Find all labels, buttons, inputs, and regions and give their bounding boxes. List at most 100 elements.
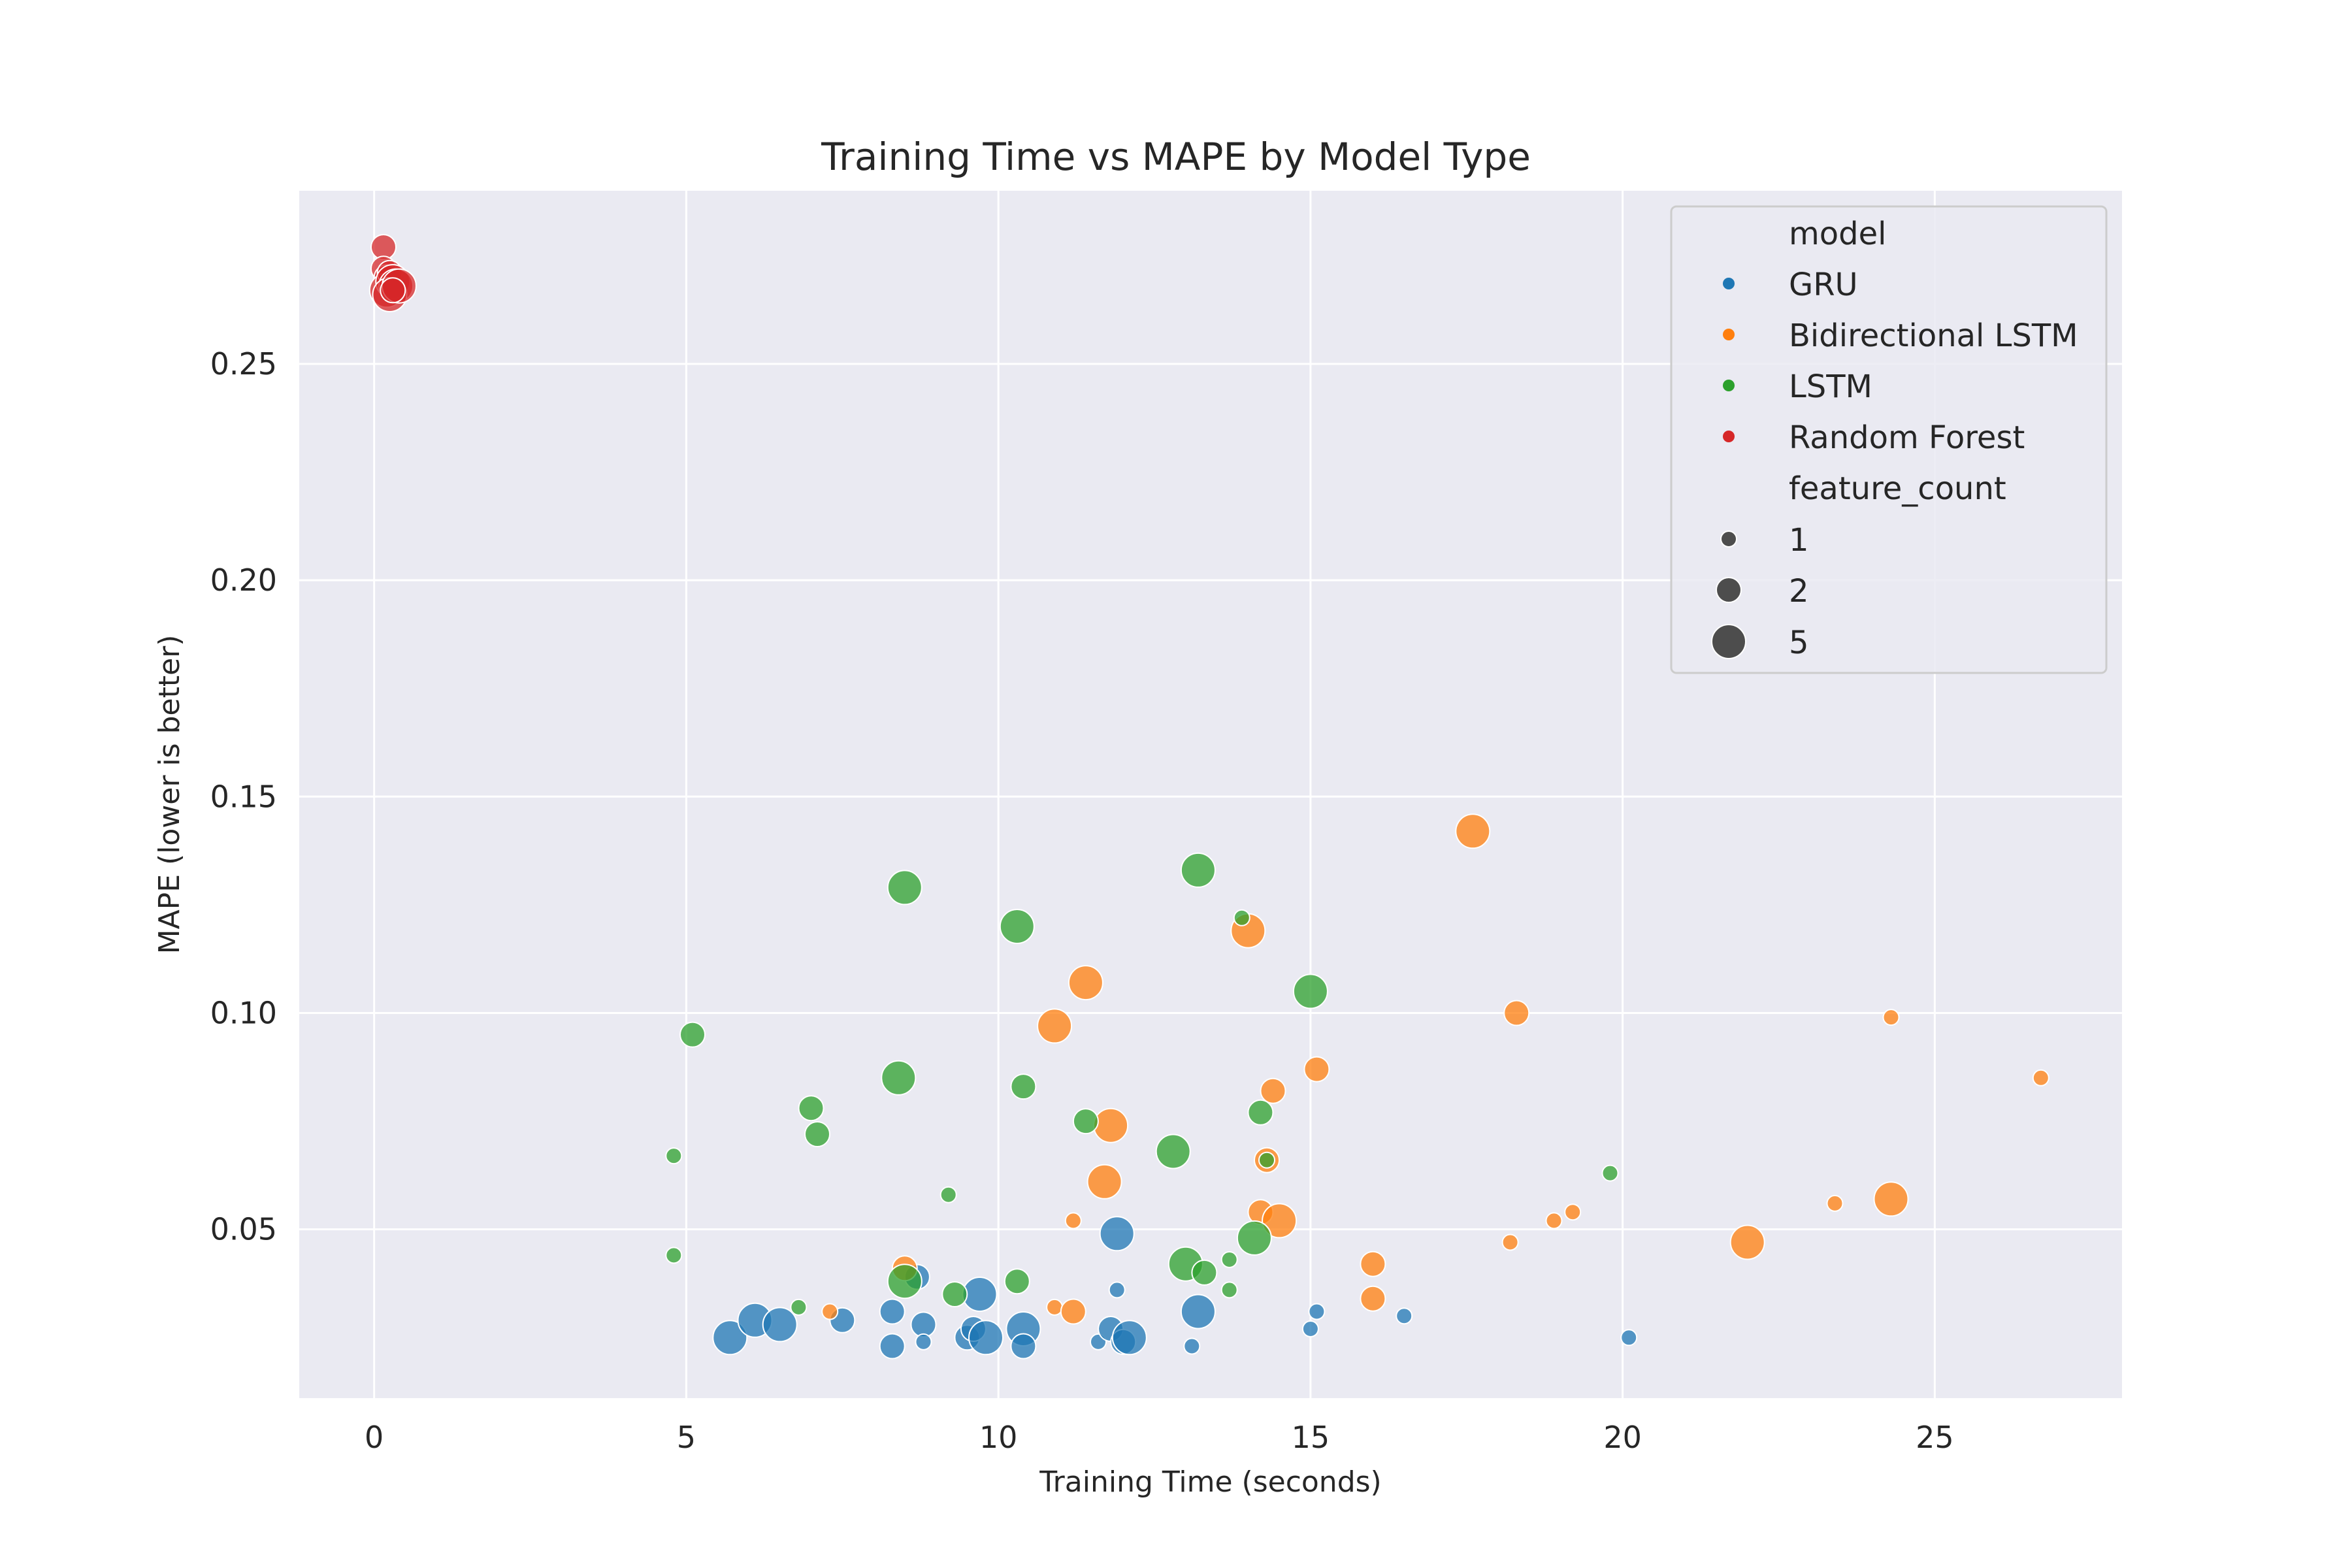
y-tick-label: 0.05 <box>210 1212 277 1247</box>
point-lstm <box>1233 909 1250 926</box>
legend-marker-gru <box>1723 278 1735 289</box>
point-lstm <box>881 1060 917 1096</box>
point-bidirectional-lstm <box>1064 1212 1082 1230</box>
legend-hue-title: model <box>1789 216 1886 252</box>
legend-size-title: feature_count <box>1789 470 2006 507</box>
x-tick-label: 0 <box>365 1420 384 1455</box>
point-bidirectional-lstm <box>1503 1000 1530 1026</box>
point-bidirectional-lstm <box>2032 1069 2050 1086</box>
point-lstm <box>887 870 923 906</box>
point-lstm <box>665 1247 683 1264</box>
point-bidirectional-lstm <box>1564 1203 1582 1221</box>
point-gru <box>762 1307 798 1343</box>
x-tick-label: 25 <box>1916 1420 1954 1455</box>
legend-size-label-2: 2 <box>1789 573 1809 610</box>
point-gru <box>1111 1320 1147 1356</box>
point-bidirectional-lstm <box>1046 1298 1064 1316</box>
point-bidirectional-lstm <box>1501 1233 1519 1251</box>
point-lstm <box>1155 1134 1191 1169</box>
point-lstm <box>1004 1268 1030 1295</box>
y-tick-label: 0.15 <box>210 779 277 814</box>
x-tick-label: 5 <box>677 1420 696 1455</box>
y-tick-label: 0.25 <box>210 346 277 382</box>
y-tick-label: 0.20 <box>210 563 277 598</box>
x-axis-label: Training Time (seconds) <box>1039 1465 1381 1499</box>
point-lstm <box>887 1264 923 1299</box>
point-bidirectional-lstm <box>1060 1298 1086 1325</box>
point-lstm <box>1258 1151 1275 1169</box>
legend-label-bidirectional-lstm: Bidirectional LSTM <box>1789 318 2078 354</box>
point-bidirectional-lstm <box>1882 1009 1900 1026</box>
legend-size-label-5: 5 <box>1789 625 1809 661</box>
legend-size-marker-5 <box>1711 624 1746 659</box>
point-bidirectional-lstm <box>1545 1212 1563 1230</box>
tick-labels: 0 5 10 15 20 250.050.100.150.200.25 <box>210 346 1954 1455</box>
point-gru <box>1180 1294 1216 1330</box>
point-lstm <box>1247 1099 1274 1126</box>
point-lstm <box>1010 1073 1037 1100</box>
point-lstm <box>1601 1164 1619 1182</box>
legend-size-label-1: 1 <box>1789 522 1809 559</box>
point-lstm <box>941 1281 968 1307</box>
point-gru <box>910 1311 937 1338</box>
y-axis-label: MAPE (lower is better) <box>153 635 186 955</box>
point-lstm <box>679 1021 706 1048</box>
point-gru <box>1620 1329 1638 1347</box>
point-lstm <box>999 909 1035 944</box>
point-bidirectional-lstm <box>1360 1250 1386 1277</box>
legend-box <box>1670 205 2108 674</box>
point-lstm <box>665 1147 683 1165</box>
legend-size-marker-2 <box>1716 577 1742 603</box>
point-gru <box>1396 1307 1413 1325</box>
point-gru <box>712 1320 748 1356</box>
point-lstm <box>1180 852 1216 888</box>
point-lstm <box>1191 1259 1218 1286</box>
point-gru <box>1183 1337 1201 1355</box>
x-tick-label: 20 <box>1603 1420 1642 1455</box>
point-lstm <box>1236 1220 1272 1256</box>
point-gru <box>915 1333 932 1350</box>
legend-label-lstm: LSTM <box>1789 368 1872 405</box>
point-gru <box>1301 1320 1319 1337</box>
point-bidirectional-lstm <box>1455 813 1491 849</box>
point-bidirectional-lstm <box>1873 1181 1909 1217</box>
legend-label-random-forest: Random Forest <box>1789 419 2025 456</box>
point-gru <box>968 1320 1004 1356</box>
point-lstm <box>798 1095 825 1122</box>
data-points <box>368 234 2050 1360</box>
point-lstm <box>1292 973 1328 1009</box>
point-lstm <box>1220 1251 1238 1268</box>
point-lstm <box>939 1186 957 1203</box>
point-bidirectional-lstm <box>821 1303 839 1320</box>
point-lstm <box>1072 1108 1099 1135</box>
legend-marker-random-forest <box>1723 431 1735 442</box>
legend-size-marker-1 <box>1720 531 1737 547</box>
legend-marker-bidirectional-lstm <box>1723 329 1735 340</box>
x-tick-label: 15 <box>1292 1420 1330 1455</box>
chart-title: Training Time vs MAPE by Model Type <box>821 135 1531 179</box>
point-gru <box>879 1333 906 1360</box>
point-lstm <box>790 1298 808 1316</box>
point-bidirectional-lstm <box>1729 1224 1765 1260</box>
point-bidirectional-lstm <box>1037 1008 1073 1044</box>
x-tick-label: 10 <box>979 1420 1018 1455</box>
point-bidirectional-lstm <box>1303 1056 1330 1083</box>
point-bidirectional-lstm <box>1360 1285 1386 1312</box>
legend-marker-lstm <box>1723 380 1735 391</box>
point-bidirectional-lstm <box>1262 1203 1298 1239</box>
point-bidirectional-lstm <box>1086 1164 1122 1200</box>
point-bidirectional-lstm <box>1068 965 1103 1001</box>
y-tick-label: 0.10 <box>210 995 277 1030</box>
point-gru <box>879 1298 906 1325</box>
point-gru <box>1099 1216 1135 1252</box>
point-bidirectional-lstm <box>1093 1107 1129 1143</box>
legend: model GRU Bidirectional LSTM LSTM Random… <box>1670 205 2108 674</box>
point-lstm <box>804 1121 830 1147</box>
point-random-forest <box>380 277 406 304</box>
point-gru <box>1108 1281 1126 1299</box>
point-bidirectional-lstm <box>1260 1077 1286 1104</box>
point-gru <box>1308 1303 1326 1320</box>
point-gru <box>1010 1333 1037 1360</box>
point-lstm <box>1220 1281 1238 1299</box>
